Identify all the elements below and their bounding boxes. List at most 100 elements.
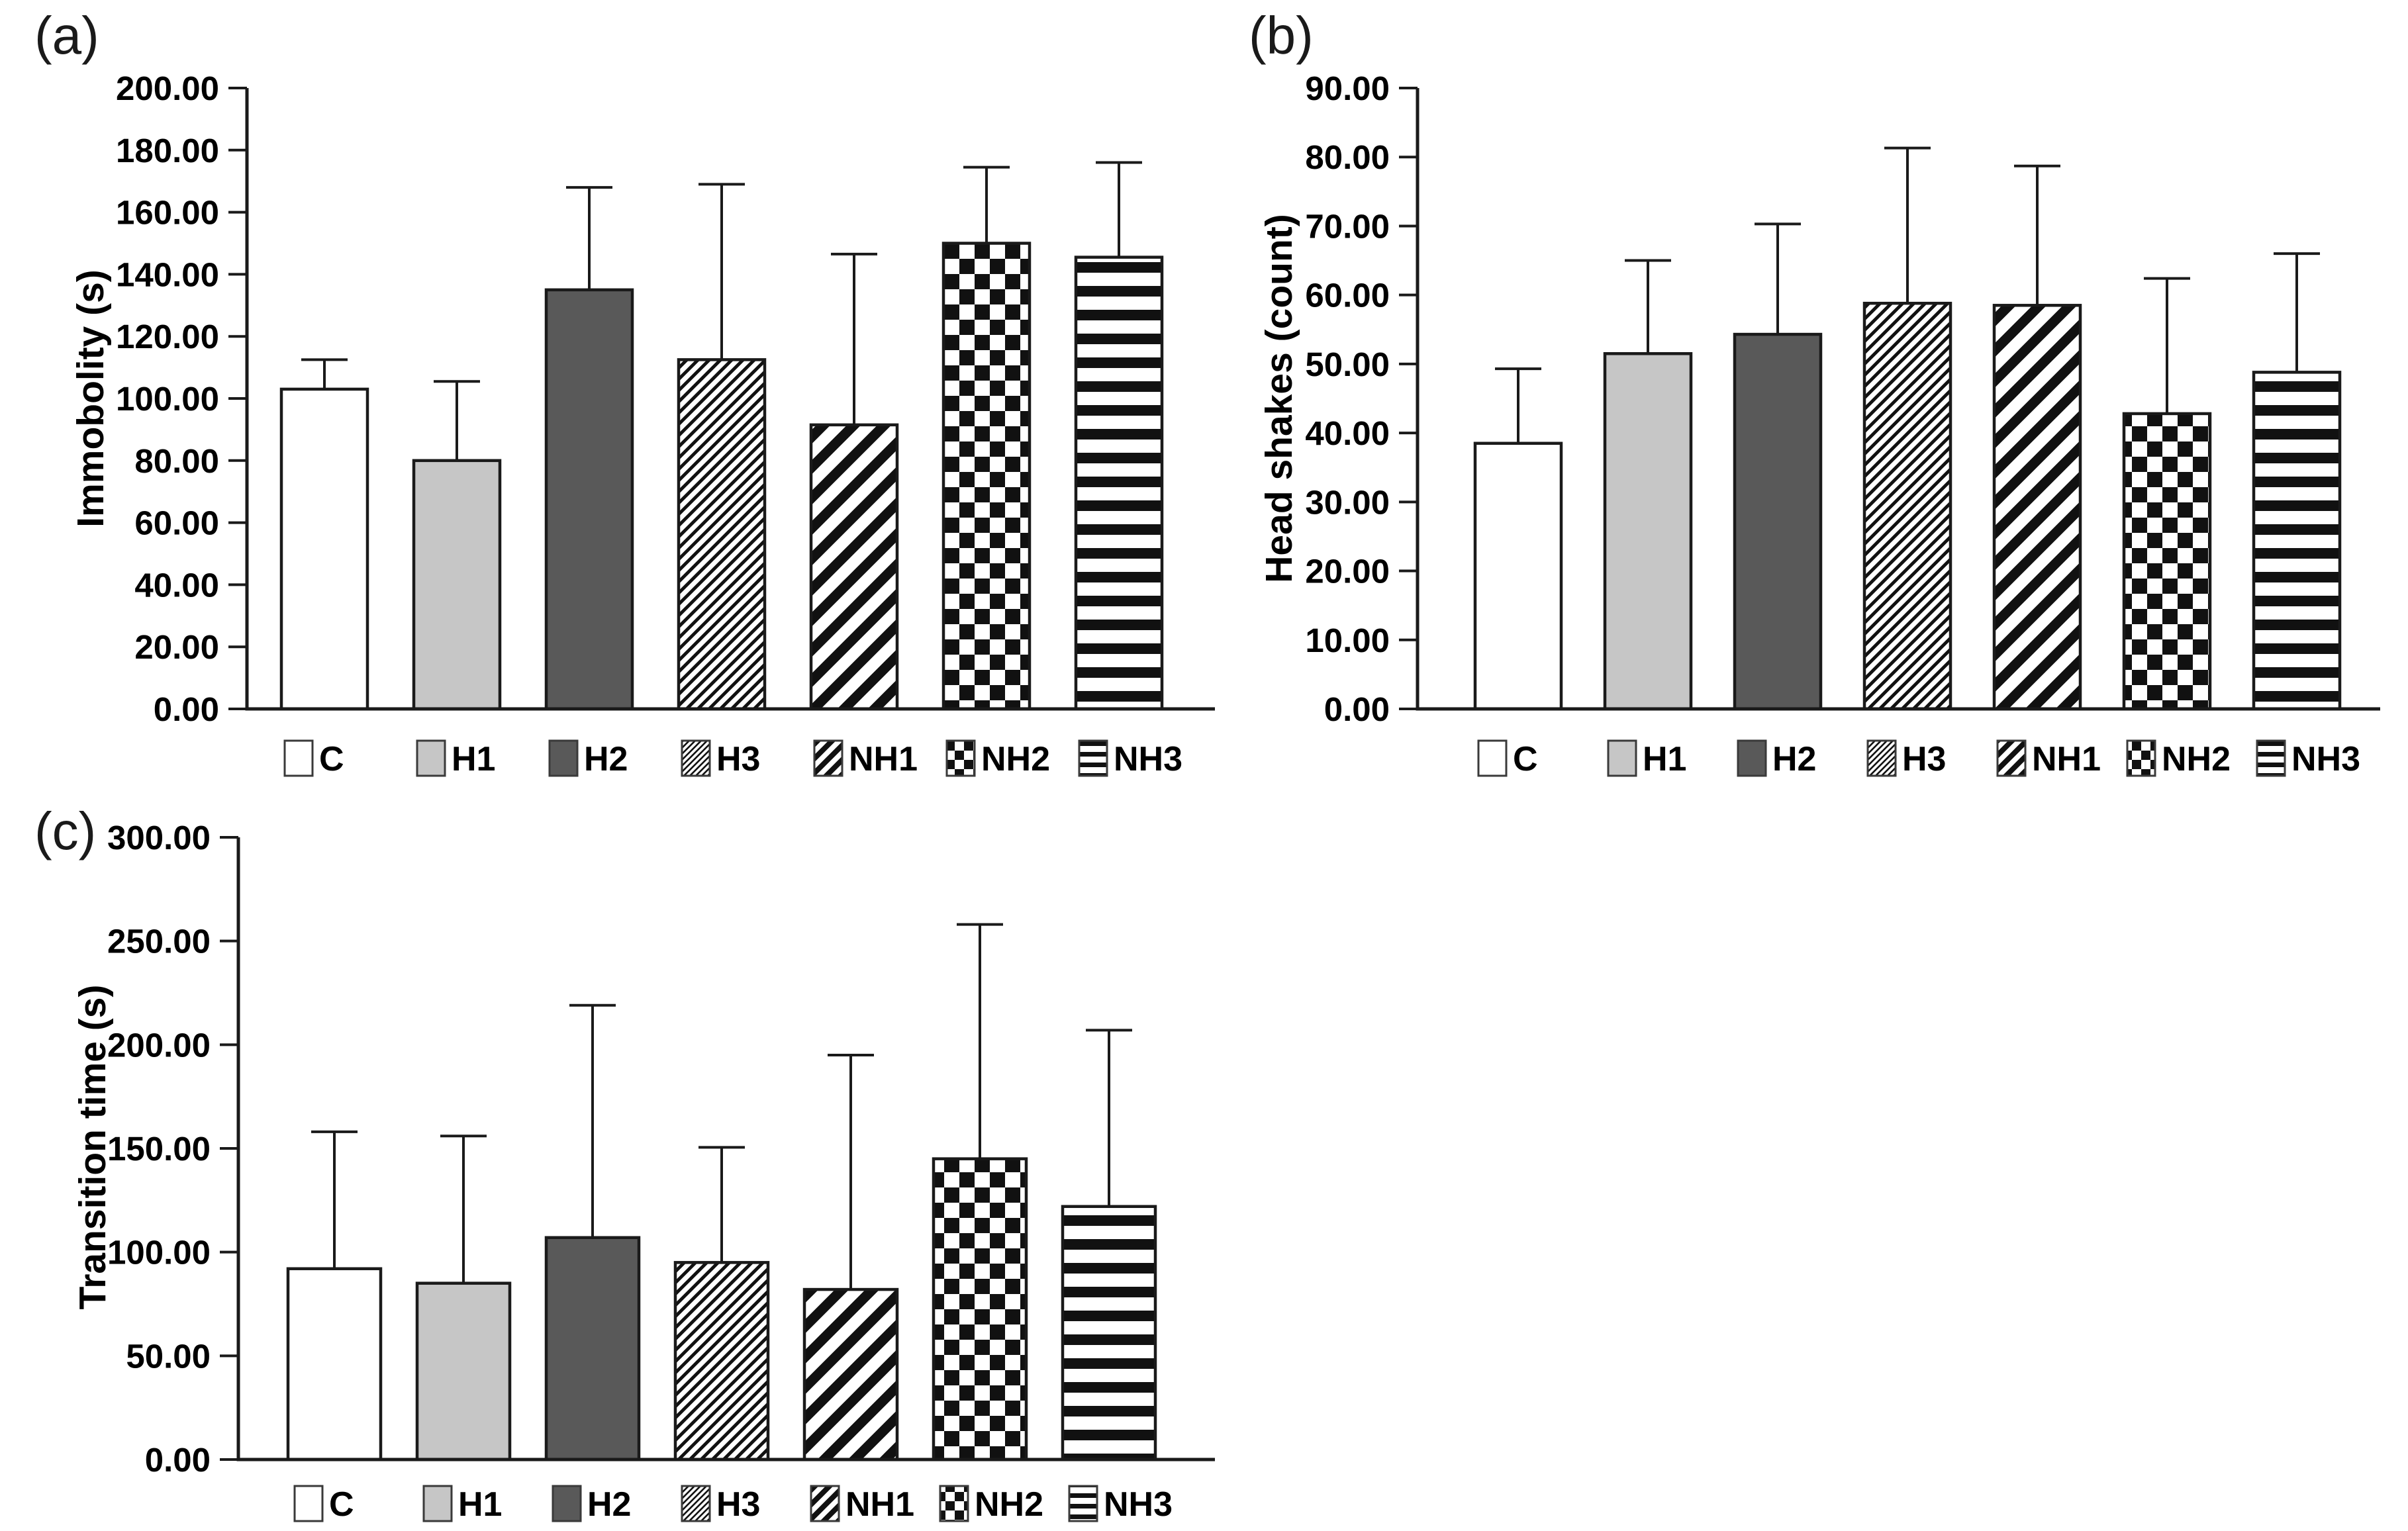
y-tick-label: 10.00 <box>1305 622 1390 659</box>
y-tick-label: 180.00 <box>116 132 219 169</box>
panel-c-legend-item-NH2: NH2 <box>939 1485 1043 1524</box>
y-tick-label: 200.00 <box>107 1026 211 1064</box>
legend-label-H2: H2 <box>587 1485 631 1524</box>
legend-label-H1: H1 <box>458 1485 502 1524</box>
y-tick-label: 40.00 <box>134 566 219 604</box>
panel-label-a: (a) <box>34 6 99 65</box>
y-tick-label: 250.00 <box>107 923 211 960</box>
legend-label-H2: H2 <box>584 740 628 778</box>
panel-c-bar-H2 <box>546 1237 639 1460</box>
panel-b-legend-item-H1: H1 <box>1607 739 1686 778</box>
legend-swatch-NH1-pattern <box>810 1485 840 1522</box>
panel-c-bar-NH2-pattern <box>934 1158 1026 1460</box>
panel-c-legend-item-H2: H2 <box>552 1485 631 1524</box>
panel-b-legend-item-NH1: NH1 <box>1996 739 2101 778</box>
panel-b-legend-item-H2: H2 <box>1737 739 1816 778</box>
y-tick-label: 50.00 <box>126 1337 211 1375</box>
panel-c-legend-item-H3: H3 <box>681 1485 760 1524</box>
panel-c-legend-item-NH1: NH1 <box>810 1485 914 1524</box>
panel-c-bar-NH3-pattern <box>1063 1206 1155 1460</box>
panel-b-bar-NH3-pattern <box>2254 372 2340 709</box>
y-tick-label: 80.00 <box>1305 138 1390 176</box>
y-tick-label: 70.00 <box>1305 207 1390 245</box>
y-tick-label: 30.00 <box>1305 483 1390 521</box>
legend-swatch-H3-pattern <box>681 1485 711 1522</box>
legend-swatch-NH2-pattern <box>2126 739 2156 777</box>
y-tick-label: 200.00 <box>116 70 219 107</box>
panel-c-bar-H3-pattern <box>675 1262 768 1460</box>
panel-c-legend-item-H1: H1 <box>422 1485 502 1524</box>
panel-a-bar-H2 <box>546 289 632 710</box>
legend-label-H2: H2 <box>1772 740 1816 778</box>
panel-b-bar-NH1-pattern <box>1994 305 2080 709</box>
legend-label-H3: H3 <box>1902 740 1946 778</box>
panel-b: C H1 H2 H3 NH1 NH2 NH3 0.00 10.00 20.00 30.00 40.00… <box>1305 70 2380 778</box>
y-tick-label: 120.00 <box>116 318 219 355</box>
panel-a-legend-item-NH3: NH3 <box>1078 739 1182 778</box>
panel-b-legend-item-C: C <box>1477 739 1538 778</box>
y-axis-label-b: Head shakes (count) <box>1258 214 1300 583</box>
panel-c-bar-C <box>288 1268 381 1460</box>
panel-a-legend-item-NH1: NH1 <box>813 739 918 778</box>
panel-c: C H1 H2 H3 NH1 NH2 NH3 0.00 50.00 100.00 150.00 200… <box>107 819 1215 1524</box>
panel-a-legend-item-C: C <box>283 739 344 778</box>
panel-b-bar-C <box>1475 443 1561 709</box>
panel-b-bar-H3-pattern <box>1864 303 1950 709</box>
legend-label-H1: H1 <box>452 740 495 778</box>
legend-label-NH1: NH1 <box>849 740 918 778</box>
legend-label-H3: H3 <box>716 740 760 778</box>
y-tick-label: 0.00 <box>1324 690 1390 728</box>
panel-c-bar-H1 <box>417 1283 510 1460</box>
y-tick-label: 20.00 <box>134 628 219 666</box>
panel-a: C H1 H2 H3 NH1 NH2 NH3 0.00 20.00 40.00 60.00 80.00… <box>116 70 1215 778</box>
y-tick-label: 160.00 <box>116 194 219 232</box>
y-tick-label: 50.00 <box>1305 346 1390 383</box>
legend-label-NH3: NH3 <box>1104 1485 1173 1524</box>
panel-c-legend-item-C: C <box>293 1485 354 1524</box>
legend-label-H1: H1 <box>1643 740 1686 778</box>
legend-label-C: C <box>319 740 344 778</box>
legend-swatch-NH3-pattern <box>2256 739 2286 777</box>
y-tick-label: 100.00 <box>116 380 219 418</box>
legend-swatch-NH3-pattern <box>1068 1485 1098 1522</box>
legend-swatch-NH3-pattern <box>1078 739 1108 777</box>
panel-a-bar-NH2-pattern <box>943 243 1030 709</box>
legend-swatch-H1-icon <box>422 1485 453 1522</box>
legend-swatch-H2-icon <box>552 1485 582 1522</box>
legend-label-NH3: NH3 <box>2291 740 2360 778</box>
panel-a-legend-item-NH2: NH2 <box>945 739 1050 778</box>
panel-c-legend-item-NH3: NH3 <box>1068 1485 1173 1524</box>
legend-label-H3: H3 <box>716 1485 760 1524</box>
legend-swatch-H2-icon <box>548 739 579 777</box>
panel-a-legend-item-H2: H2 <box>548 739 628 778</box>
panel-a-bar-NH1-pattern <box>811 424 897 709</box>
panel-b-bar-H2 <box>1735 334 1821 709</box>
legend-label-NH3: NH3 <box>1114 740 1182 778</box>
y-tick-label: 60.00 <box>1305 277 1390 314</box>
panel-b-bar-H1 <box>1605 353 1691 709</box>
legend-label-NH2: NH2 <box>975 1485 1043 1524</box>
panel-label-b: (b) <box>1249 6 1314 65</box>
legend-label-C: C <box>329 1485 354 1524</box>
y-tick-label: 60.00 <box>134 504 219 542</box>
panel-b-legend-item-NH2: NH2 <box>2126 739 2231 778</box>
legend-swatch-H2-icon <box>1737 739 1767 777</box>
y-tick-label: 140.00 <box>116 255 219 293</box>
legend-label-C: C <box>1513 740 1538 778</box>
legend-swatch-C-icon <box>293 1485 324 1522</box>
panel-b-legend-item-H3: H3 <box>1866 739 1946 778</box>
y-tick-label: 80.00 <box>134 442 219 480</box>
panel-a-bar-C <box>281 389 367 709</box>
panel-b-legend-item-NH3: NH3 <box>2256 739 2360 778</box>
panel-b-bar-NH2-pattern <box>2124 413 2210 709</box>
legend-swatch-NH2-pattern <box>945 739 976 777</box>
legend-swatch-C-icon <box>1477 739 1508 777</box>
legend-swatch-NH2-pattern <box>939 1485 969 1522</box>
legend-swatch-H1-icon <box>1607 739 1637 777</box>
legend-label-NH2: NH2 <box>2162 740 2231 778</box>
panel-a-legend-item-H1: H1 <box>416 739 495 778</box>
legend-label-NH1: NH1 <box>845 1485 914 1524</box>
y-tick-label: 40.00 <box>1305 414 1390 452</box>
